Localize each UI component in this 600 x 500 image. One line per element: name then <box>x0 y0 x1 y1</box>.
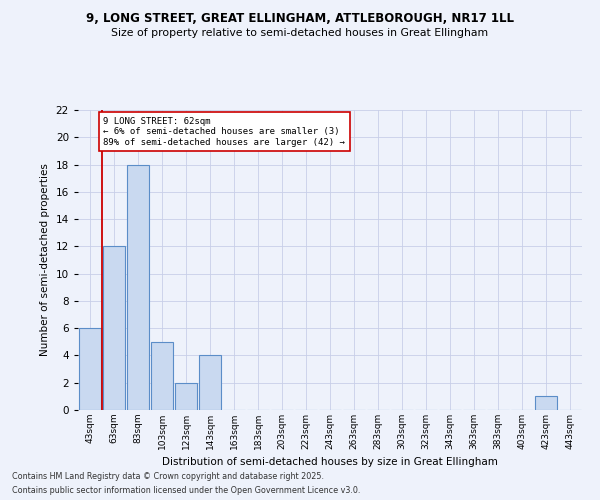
Text: 9, LONG STREET, GREAT ELLINGHAM, ATTLEBOROUGH, NR17 1LL: 9, LONG STREET, GREAT ELLINGHAM, ATTLEBO… <box>86 12 514 26</box>
Text: Contains HM Land Registry data © Crown copyright and database right 2025.: Contains HM Land Registry data © Crown c… <box>12 472 324 481</box>
X-axis label: Distribution of semi-detached houses by size in Great Ellingham: Distribution of semi-detached houses by … <box>162 458 498 468</box>
Text: Size of property relative to semi-detached houses in Great Ellingham: Size of property relative to semi-detach… <box>112 28 488 38</box>
Bar <box>151 342 173 410</box>
Bar <box>79 328 101 410</box>
Y-axis label: Number of semi-detached properties: Number of semi-detached properties <box>40 164 50 356</box>
Bar <box>103 246 125 410</box>
Bar <box>127 164 149 410</box>
Bar <box>535 396 557 410</box>
Bar <box>199 356 221 410</box>
Text: Contains public sector information licensed under the Open Government Licence v3: Contains public sector information licen… <box>12 486 361 495</box>
Text: 9 LONG STREET: 62sqm
← 6% of semi-detached houses are smaller (3)
89% of semi-de: 9 LONG STREET: 62sqm ← 6% of semi-detach… <box>103 117 345 146</box>
Bar <box>175 382 197 410</box>
